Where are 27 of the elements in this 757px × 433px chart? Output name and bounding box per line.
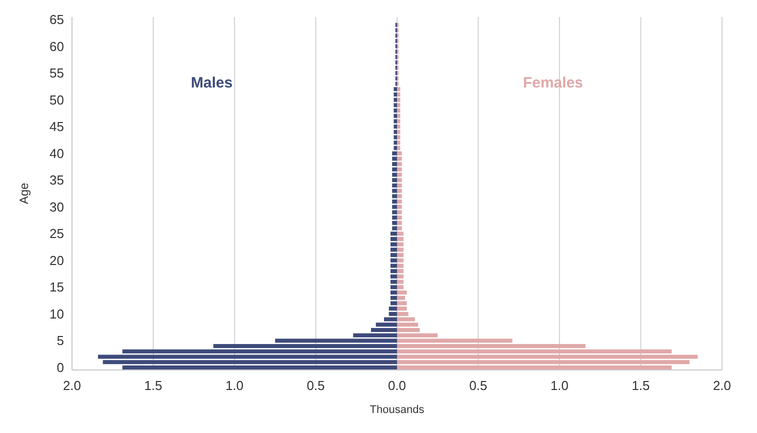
y-tick-label: 55 [50,66,64,81]
y-tick-label: 5 [56,333,64,348]
x-tick-label: 0.5 [469,378,488,393]
y-tick-label: 25 [50,226,64,242]
y-axis-title: Age [17,182,31,204]
y-tick-label: 20 [50,252,64,268]
y-tick-label: 15 [50,280,64,295]
x-tick-label: 1.0 [225,378,244,393]
text: Females [522,74,584,92]
y-tick-label: 50 [50,92,64,108]
x-tick-label: 0.0 [388,378,406,393]
text: Males [190,74,233,92]
x-tick-label: 1.0 [550,378,569,393]
x-tick-label: 1.5 [632,378,650,393]
y-tick-label: 60 [50,38,64,54]
y-tick-label: 45 [50,119,64,134]
y-tick-label: 30 [50,199,64,214]
x-tick-label: 2.0 [712,378,732,393]
y-tick-label: 65 [50,12,64,28]
x-tick-label: 1.5 [144,378,162,393]
x-axis-title: Thousands [370,404,425,416]
x-tick-label: 0.5 [306,378,325,393]
y-tick-label: 0 [56,360,64,376]
x-tick-label: 2.0 [62,378,82,393]
y-tick-label: 10 [50,306,64,322]
y-tick-label: 35 [50,172,64,188]
y-tick-label: 40 [50,146,64,161]
